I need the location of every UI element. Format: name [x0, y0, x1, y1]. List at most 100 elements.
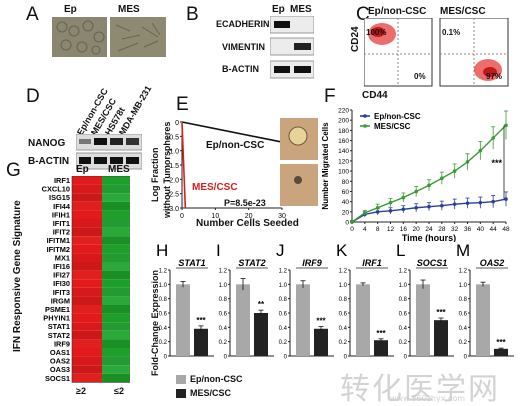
y-tick-label: 1.0	[159, 283, 168, 289]
tumorsphere	[294, 176, 302, 184]
heatmap-cell-ep	[72, 244, 102, 254]
significance-label: **	[258, 300, 265, 309]
y-tick-label: 220	[338, 108, 349, 115]
y-tick-label: 0.2	[159, 340, 168, 346]
y-axis-label: Number Migrated Cells	[321, 122, 330, 210]
heatmap-cell-mes	[102, 210, 130, 219]
gene-label: IRF1	[54, 176, 70, 185]
y-tick-label: 1.2	[339, 269, 348, 275]
data-point	[452, 169, 457, 173]
heatmap-cell-ep	[72, 330, 102, 340]
gene-title: STAT1	[178, 258, 205, 268]
panel-letter-g: G	[6, 160, 21, 181]
heatmap-cell-ep	[72, 193, 102, 202]
gene-label: IFIT3	[53, 288, 70, 297]
x-tick-label: 16	[400, 226, 408, 233]
heatmap-cell-ep	[72, 227, 102, 237]
y-tick-label: 0.4	[399, 326, 408, 332]
watermark: 转化医学网 www.360zhyx.com	[340, 364, 516, 406]
panel-letter-a: A	[26, 4, 39, 25]
bar	[416, 284, 430, 356]
data-point	[478, 200, 483, 205]
x-tick-label: 10	[211, 213, 219, 220]
gene-label: IRGM	[51, 296, 70, 305]
heatmap-cell-mes	[102, 356, 130, 366]
x-axis-label: Time (hours)	[402, 233, 456, 242]
gene-title: SOCS1	[417, 258, 448, 268]
gene-label: IFIT1	[53, 219, 70, 228]
panel-letter-b: B	[186, 4, 199, 25]
y-tick-label: 0.4	[459, 326, 468, 332]
heatmap-cell-ep	[72, 262, 102, 271]
heatmap-cell-mes	[102, 305, 130, 314]
panel-b-ep-label: Ep	[272, 4, 285, 15]
heatmap-cell-mes	[102, 365, 130, 374]
y-tick-label: 0.6	[339, 312, 348, 318]
significance-label: ***	[436, 308, 446, 317]
panel-d-western-blot	[76, 134, 142, 170]
blot-row-vimentin: VIMENTIN	[222, 42, 266, 52]
bar	[356, 284, 370, 356]
data-point	[440, 203, 444, 208]
y-tick-label: 180	[338, 128, 349, 135]
heatmap-cell-mes	[102, 348, 130, 357]
y-tick-label: 120	[338, 158, 349, 165]
heatmap-cell-ep	[72, 210, 102, 219]
gene-label: PSME1	[45, 305, 70, 314]
y-tick-label: 100	[338, 169, 349, 176]
y-tick-label: 1.2	[459, 269, 468, 275]
y-tick-label: 20	[342, 209, 350, 216]
bar	[296, 284, 310, 356]
y-tick-label: 0.8	[279, 297, 288, 303]
bar	[194, 328, 208, 356]
bar	[434, 320, 448, 356]
y-tick-label: 1.2	[279, 269, 288, 275]
mes-line	[181, 121, 187, 209]
watermark-text: 转化医学网	[340, 372, 500, 406]
gene-label: STAT1	[48, 322, 70, 331]
panel-letter-d: D	[26, 86, 40, 107]
gene-label: CXCL10	[42, 185, 70, 194]
tumorsphere-image	[280, 164, 318, 206]
heatmap-cell-mes	[102, 176, 130, 185]
y-tick-label: 1.0	[399, 283, 408, 289]
significance-label: ***	[376, 329, 386, 338]
panel-e-mes-label: MES/CSC	[192, 182, 238, 193]
y-tick-label: 0.8	[159, 297, 168, 303]
heatmap-cell-mes	[102, 219, 130, 228]
heatmap-cell-mes	[102, 373, 130, 383]
panel-c-ylabel: CD24	[350, 26, 361, 52]
panels-h-m-bar-charts: H STAT1 0 0.2 0.4 0.6 0.8 1.0 1.2 *** I STAT2 0 0.2 0.…	[156, 242, 514, 361]
x-tick-label: 28	[438, 226, 446, 233]
data-point	[465, 160, 470, 164]
y-tick-label: 1.2	[159, 269, 168, 275]
heatmap-cell-mes	[102, 270, 130, 280]
bar	[314, 328, 328, 356]
y-tick-label: -2.5	[167, 192, 179, 199]
panel-letter: J	[276, 242, 285, 260]
x-tick-label: 4	[363, 226, 367, 233]
panel-a-ep-label: Ep	[64, 4, 77, 15]
data-point	[363, 211, 367, 215]
x-tick-label: 0	[350, 226, 354, 233]
heatmap-cell-ep	[72, 184, 102, 194]
heatmap-cell-ep	[72, 356, 102, 366]
data-point	[401, 195, 406, 200]
x-tick-label: 24	[425, 226, 433, 233]
heatmap-cell-ep	[72, 373, 102, 383]
y-tick-label: 0	[164, 355, 168, 361]
heatmap-cell-mes	[102, 236, 130, 245]
y-tick-label: -2.0	[167, 177, 179, 184]
heatmap-cell-ep	[72, 201, 102, 211]
panel-b-western-blot	[270, 16, 314, 79]
band	[294, 66, 311, 73]
x-tick-label: 20	[245, 213, 253, 220]
heatmap-cell-mes	[102, 313, 130, 323]
data-point	[504, 123, 508, 128]
x-tick-label: 40	[477, 226, 485, 233]
x-tick-label: 32	[451, 226, 459, 233]
panel-g-col-ep: Ep	[76, 164, 89, 175]
heatmap-cell-ep	[72, 219, 102, 228]
